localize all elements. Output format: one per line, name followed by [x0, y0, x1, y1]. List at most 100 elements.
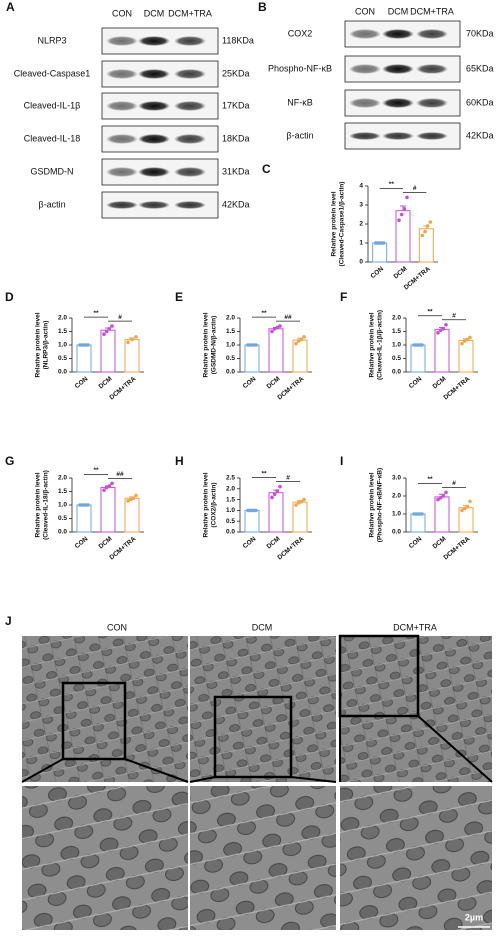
band — [138, 134, 170, 144]
data-point — [104, 485, 109, 490]
data-point — [397, 218, 401, 222]
data-point — [468, 499, 472, 504]
x-tick-label: DCM+TRA — [442, 375, 471, 401]
data-point — [86, 503, 90, 507]
band — [349, 64, 381, 74]
data-point — [294, 341, 298, 346]
data-point — [102, 332, 106, 337]
lane-label: DCM — [144, 8, 165, 18]
data-point — [278, 484, 282, 489]
zoom-line — [189, 776, 216, 783]
x-tick-label: DCM+TRA — [276, 375, 305, 401]
y-tick-label: 1.5 — [58, 328, 67, 335]
data-point — [110, 324, 114, 328]
y-tick-label: 2.0 — [58, 475, 67, 482]
x-tick-label: DCM — [432, 535, 448, 550]
y-tick-label: 0 — [359, 259, 363, 266]
data-point — [126, 340, 130, 345]
data-point — [468, 335, 472, 340]
size-label: 31KDa — [222, 166, 250, 176]
band — [382, 64, 414, 74]
x-tick-label: DCM+TRA — [108, 535, 137, 561]
lane-label: DCM+TRA — [168, 8, 212, 18]
significance-label: # — [413, 185, 417, 192]
data-point — [436, 497, 440, 502]
data-point — [302, 335, 306, 339]
band — [138, 36, 170, 46]
panel-letter: B — [258, 0, 267, 14]
data-point — [272, 492, 277, 497]
band — [382, 29, 414, 39]
band — [174, 134, 206, 144]
data-point — [462, 506, 467, 511]
y-tick-label: 2.0 — [226, 486, 235, 493]
x-tick-label: CON — [369, 265, 385, 280]
bar — [100, 329, 116, 373]
data-point — [438, 496, 443, 500]
data-point — [428, 220, 433, 224]
panel-letter: J — [5, 614, 12, 628]
significance-label: ** — [427, 308, 433, 315]
y-tick-label: 2.0 — [58, 315, 67, 322]
data-point — [272, 327, 277, 331]
em-zoom-image — [190, 786, 336, 930]
y-tick-label: 1.0 — [392, 342, 401, 349]
data-point — [134, 493, 138, 498]
size-label: 25KDa — [222, 68, 250, 78]
data-point — [381, 241, 386, 245]
y-axis-label: (Phospho-NF-κB/NF-κB) — [377, 468, 384, 542]
y-axis-label: Relative protein level — [35, 312, 42, 377]
y-axis-label: (Cleaved-Caspase1/β-actin) — [339, 182, 346, 267]
band — [174, 69, 206, 79]
bar — [244, 344, 260, 373]
x-tick-label: CON — [74, 535, 90, 550]
data-point — [462, 339, 467, 343]
bar — [76, 344, 92, 373]
panel-letter: D — [5, 290, 14, 304]
y-tick-label: 3.0 — [392, 475, 401, 482]
x-tick-label: CON — [74, 375, 90, 390]
y-tick-label: 1.0 — [226, 342, 235, 349]
size-label: 17KDa — [222, 100, 250, 110]
y-tick-label: 2.5 — [226, 475, 235, 482]
y-tick-label: 2.0 — [226, 315, 235, 322]
bar — [434, 496, 450, 533]
band — [382, 98, 414, 108]
y-tick-label: 2.0 — [392, 493, 401, 500]
significance-label: # — [286, 474, 290, 481]
protein-label: NLRP3 — [37, 35, 66, 45]
data-point — [402, 207, 407, 211]
em-column-label: DCM+TRA — [393, 622, 437, 632]
bar — [244, 509, 260, 533]
data-point — [296, 339, 301, 343]
panel-letter: I — [340, 454, 343, 468]
data-point — [460, 341, 464, 346]
y-axis-label: (Cleaved-IL-1β/β-actin) — [377, 310, 384, 380]
protein-label: Cleaved-Caspase1 — [14, 68, 91, 78]
y-tick-label: 4 — [359, 183, 363, 190]
em-zoom-image — [340, 786, 492, 930]
x-tick-label: DCM — [266, 375, 282, 390]
y-axis-label: Relative protein level — [331, 191, 338, 256]
y-tick-label: 1.0 — [58, 502, 67, 509]
y-tick-label: 0.5 — [226, 518, 235, 525]
y-tick-label: 1.0 — [58, 342, 67, 349]
data-point — [299, 337, 304, 342]
bar — [434, 328, 450, 373]
protein-label: Cleaved-IL-18 — [24, 133, 81, 143]
band — [174, 201, 206, 209]
data-point — [423, 229, 427, 234]
band — [382, 132, 414, 140]
x-tick-label: DCM+TRA — [442, 535, 471, 561]
bar — [76, 504, 92, 533]
data-point — [436, 331, 440, 335]
x-tick-label: CON — [408, 535, 424, 550]
bar — [268, 328, 284, 373]
y-axis-label: Relative protein level — [35, 472, 42, 537]
data-point — [104, 329, 109, 334]
scale-bar-label: 2µm — [465, 912, 483, 922]
size-label: 60KDa — [466, 97, 494, 107]
protein-label: NF-κB — [287, 97, 313, 107]
band — [106, 101, 138, 111]
y-axis-label: Relative protein level — [369, 472, 376, 537]
